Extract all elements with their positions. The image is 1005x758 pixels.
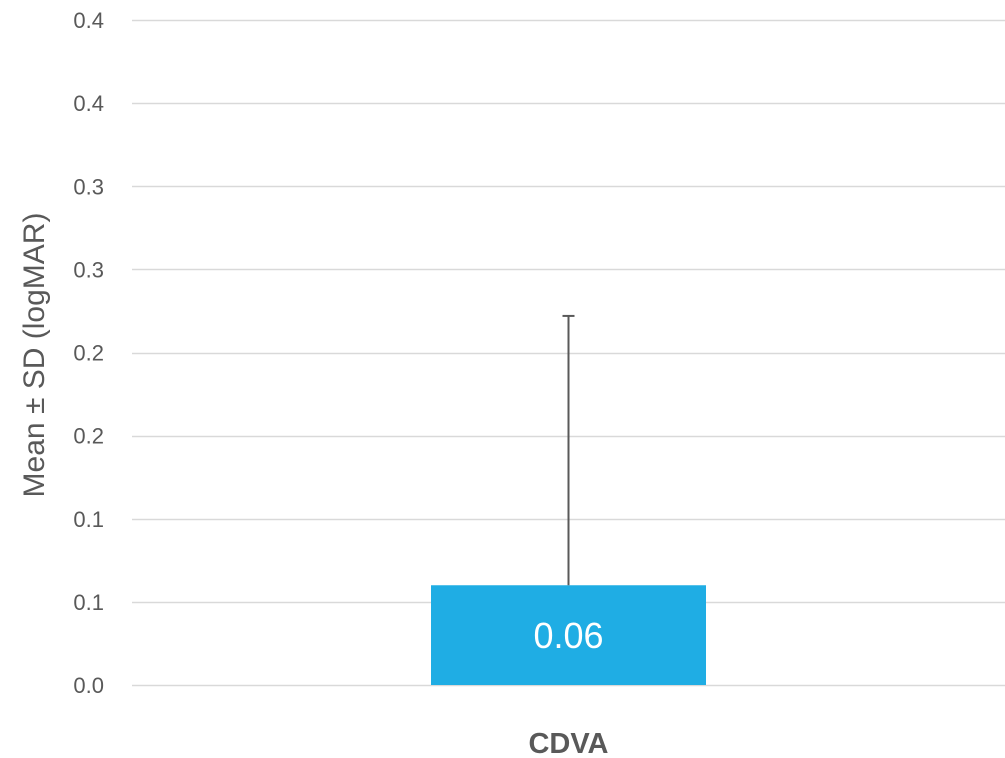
y-tick-label: 0.4 (73, 8, 104, 33)
y-tick-label: 0.2 (73, 341, 104, 366)
y-tick-label: 0.3 (73, 174, 104, 199)
bar (431, 585, 706, 685)
y-tick-label: 0.0 (73, 673, 104, 698)
y-tick-label: 0.2 (73, 424, 104, 449)
data-label: 0.06 (533, 615, 603, 656)
bars (431, 585, 706, 685)
data-labels: 0.06 (533, 615, 603, 656)
error-bars (562, 314, 575, 586)
y-tick-label: 0.1 (73, 507, 104, 532)
x-category-label: CDVA (528, 728, 608, 758)
y-tick-label: 0.3 (73, 257, 104, 282)
y-axis-tick-labels: 0.0 0.1 0.1 0.2 0.2 0.3 0.3 0.4 0.4 (73, 8, 104, 698)
y-tick-label: 0.1 (73, 590, 104, 615)
y-tick-label: 0.4 (73, 91, 104, 116)
y-axis-title: Mean ± SD (logMAR) (18, 213, 51, 498)
x-axis-category-labels: CDVA (528, 728, 608, 758)
